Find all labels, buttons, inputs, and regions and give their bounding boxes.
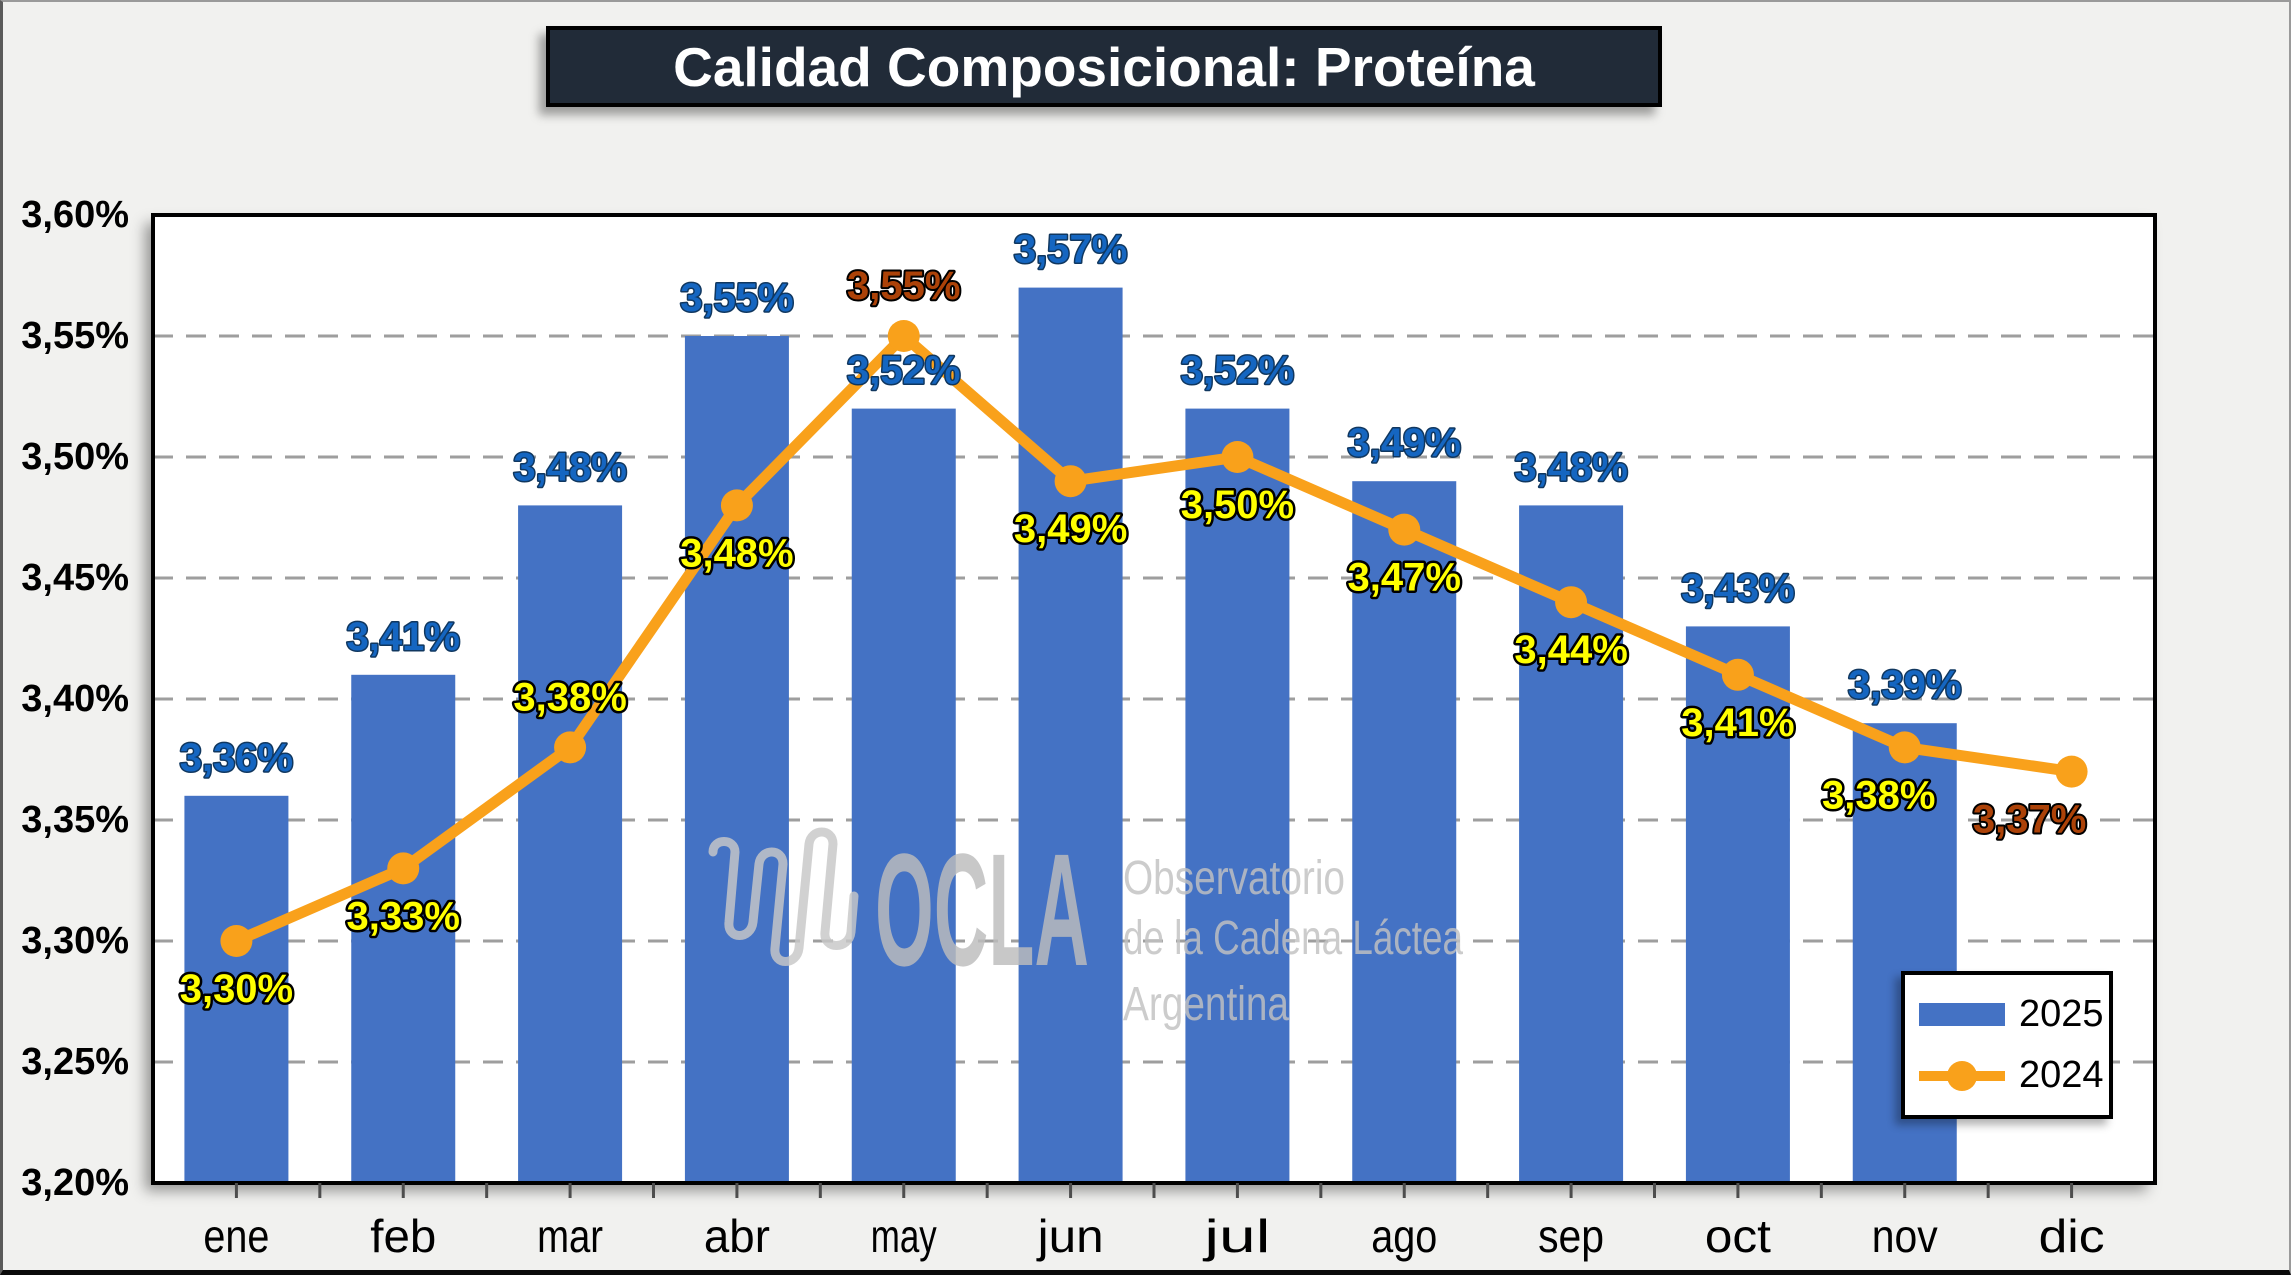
- legend-line-swatch: [1919, 1060, 2005, 1091]
- chart-title: Calidad Composicional: Proteína: [546, 26, 1662, 107]
- legend: 2025 2024: [1901, 971, 2113, 1119]
- bar-ene: [184, 795, 289, 1183]
- marker-may: [887, 320, 920, 352]
- bar-feb: [351, 674, 456, 1183]
- marker-sep: [1555, 586, 1588, 619]
- bar-label-mar: 3,48%: [513, 445, 626, 489]
- line-label-jul: 3,50%: [1181, 483, 1294, 527]
- marker-feb: [387, 852, 420, 885]
- line-label-may: 3,55%: [847, 264, 960, 308]
- x-tick-ago: ago: [1371, 1210, 1437, 1262]
- bar-oct: [1685, 626, 1790, 1183]
- bar-label-ago: 3,49%: [1348, 421, 1461, 465]
- y-tick-3,55%: 3,55%: [21, 315, 129, 357]
- y-tick-3,50%: 3,50%: [21, 436, 129, 478]
- marker-mar: [554, 731, 587, 764]
- legend-item-2025: 2025: [1919, 993, 2109, 1036]
- x-tick-ene: ene: [203, 1210, 269, 1262]
- x-tick-sep: sep: [1538, 1210, 1604, 1262]
- bar-label-jul: 3,52%: [1181, 349, 1294, 393]
- legend-item-2024: 2024: [1919, 1054, 2109, 1097]
- x-tick-mar: mar: [537, 1210, 603, 1262]
- y-tick-3,20%: 3,20%: [21, 1162, 129, 1204]
- x-tick-oct: oct: [1705, 1210, 1771, 1262]
- marker-jul: [1221, 441, 1254, 473]
- bar-mar: [518, 505, 623, 1183]
- watermark-line1: Observatorio: [1123, 852, 1345, 905]
- line-label-jun: 3,49%: [1014, 507, 1127, 551]
- plot-area: [153, 215, 2155, 1183]
- x-tick-may: may: [871, 1210, 937, 1262]
- bar-label-nov: 3,39%: [1848, 663, 1961, 707]
- bar-label-feb: 3,41%: [347, 615, 460, 659]
- bar-ago: [1352, 481, 1457, 1183]
- line-label-nov: 3,38%: [1822, 773, 1935, 817]
- legend-line-marker: [1947, 1060, 1977, 1091]
- bar-jun: [1018, 287, 1123, 1184]
- bar-label-ene: 3,36%: [180, 736, 293, 780]
- bars-2025: [184, 287, 1957, 1184]
- x-tick-abr: abr: [704, 1210, 770, 1262]
- x-tick-dic: dic: [2039, 1210, 2105, 1262]
- x-tick-jul: jul: [1202, 1210, 1271, 1262]
- bar-label-sep: 3,48%: [1514, 445, 1627, 489]
- line-label-feb: 3,33%: [347, 894, 460, 938]
- watermark-line2: de la Cadena Láctea: [1123, 912, 1463, 965]
- marker-oct: [1721, 658, 1754, 691]
- marker-ene: [220, 925, 253, 957]
- y-tick-3,40%: 3,40%: [21, 678, 129, 720]
- legend-label-2025: 2025: [2019, 993, 2104, 1035]
- bar-label-abr: 3,55%: [680, 276, 793, 320]
- x-tick-nov: nov: [1872, 1210, 1938, 1262]
- y-tick-3,45%: 3,45%: [21, 557, 129, 599]
- legend-bar-swatch: [1919, 1003, 2005, 1026]
- line-label-mar: 3,38%: [513, 675, 626, 719]
- y-tick-3,60%: 3,60%: [21, 194, 129, 236]
- bar-label-oct: 3,43%: [1681, 566, 1794, 610]
- bar-jul: [1185, 408, 1290, 1184]
- line-label-ene: 3,30%: [180, 967, 293, 1011]
- bar-label-may: 3,52%: [847, 349, 960, 393]
- data-labels: 3,36% 3,41% 3,48% 3,55% 3,52% 3,57% 3,52% 3,49%…: [177, 226, 2088, 1013]
- axes: 3,60% 3,55% 3,50% 3,45% 3,40% 3,35% 3,30% 3,25%…: [21, 194, 2157, 1262]
- marker-ago: [1388, 513, 1421, 546]
- watermark-line3: Argentina: [1123, 978, 1289, 1031]
- marker-abr: [720, 489, 753, 522]
- y-tick-3,25%: 3,25%: [21, 1041, 129, 1083]
- legend-label-2024: 2024: [2019, 1054, 2104, 1096]
- line-label-dic: 3,37%: [1973, 798, 2086, 842]
- line-2024: [220, 320, 2088, 957]
- line-label-ago: 3,47%: [1348, 556, 1461, 600]
- x-tick-jun: jun: [1035, 1210, 1103, 1262]
- ocla-watermark: OCLA Observatorio de la Cadena Láctea Ar…: [708, 820, 1463, 1031]
- watermark-brand: OCLA: [875, 820, 1089, 999]
- line-label-sep: 3,44%: [1514, 628, 1627, 672]
- bar-may: [851, 408, 956, 1184]
- line-label-oct: 3,41%: [1681, 701, 1794, 745]
- bar-label-jun: 3,57%: [1014, 228, 1127, 272]
- x-tick-feb: feb: [370, 1210, 436, 1262]
- y-tick-3,30%: 3,30%: [21, 920, 129, 962]
- ocla-logo-icon: [708, 827, 859, 966]
- marker-jun: [1054, 465, 1087, 498]
- y-tick-3,35%: 3,35%: [21, 799, 129, 841]
- marker-dic: [2055, 755, 2088, 788]
- marker-nov: [1888, 731, 1921, 764]
- line-label-abr: 3,48%: [680, 531, 793, 575]
- chart-canvas: OCLA Observatorio de la Cadena Láctea Ar…: [21, 194, 2157, 1262]
